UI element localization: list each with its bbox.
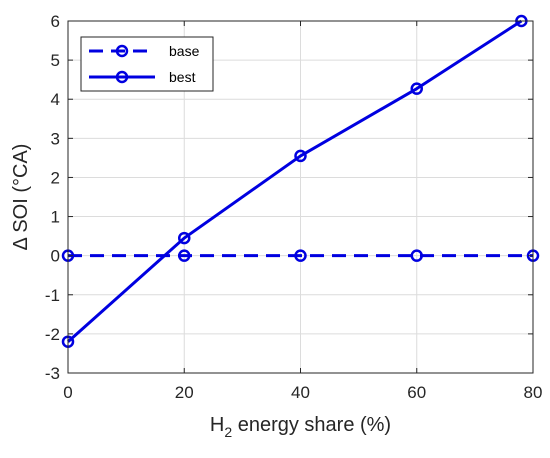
y-tick-label: 0 (51, 247, 60, 266)
x-tick-label: 0 (63, 383, 72, 402)
ticks (67, 20, 534, 374)
y-tick-label: 2 (51, 168, 60, 187)
legend-item-best: best (89, 69, 196, 85)
x-tick-label: 60 (407, 383, 426, 402)
y-tick-label: 4 (51, 90, 60, 109)
legend-label-best: best (169, 69, 196, 85)
legend-marker-best (115, 70, 129, 84)
y-axis-label: Δ SOI (°CA) (10, 144, 32, 251)
x-tick-label: 40 (291, 383, 310, 402)
y-tick-label: -2 (45, 325, 60, 344)
x-axis-label-main: H (210, 414, 224, 436)
x-tick-label: 80 (524, 383, 543, 402)
data-point-base (178, 249, 191, 262)
y-tick-label: 3 (51, 129, 60, 148)
tick-labels: 0 20 40 60 80 -3 -2 -1 0 1 2 3 4 5 6 (45, 12, 543, 402)
x-tick-label: 20 (175, 383, 194, 402)
legend-box (80, 36, 214, 92)
x-axis-label: H2 energy share (%) (210, 414, 391, 440)
y-tick-label: 1 (51, 208, 60, 227)
data-point-base (410, 249, 423, 262)
y-tick-label: 5 (51, 51, 60, 70)
legend-marker-base (115, 44, 129, 58)
y-tick-label: -1 (45, 286, 60, 305)
x-axis-label-subscript: 2 (224, 424, 232, 440)
data-point-best (294, 149, 307, 163)
series-line-best (67, 19, 523, 343)
legend-item-base: base (89, 43, 200, 59)
data-point-best (410, 82, 423, 95)
legend-label-base: base (169, 43, 200, 59)
legend: base best (80, 36, 214, 92)
y-tick-label: -3 (45, 364, 60, 383)
y-tick-label: 6 (51, 12, 60, 31)
data-point-best (178, 231, 191, 245)
data-point-base (294, 249, 307, 262)
x-axis-label-rest: energy share (%) (232, 414, 391, 436)
